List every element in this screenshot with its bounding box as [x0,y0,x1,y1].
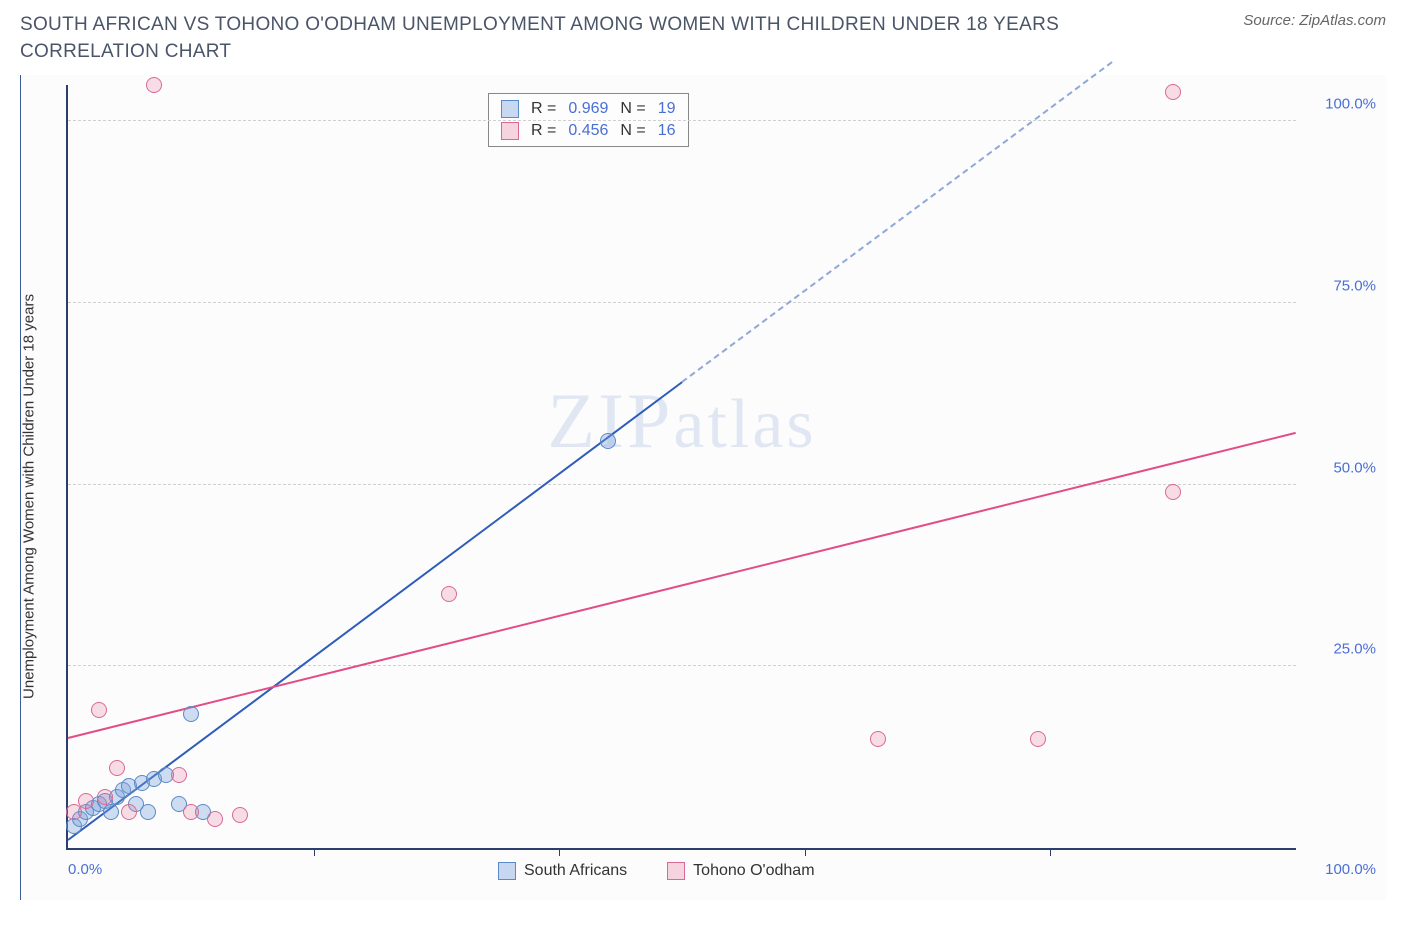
legend-swatch [498,862,516,880]
x-tick [559,848,560,856]
legend-label: South Africans [524,862,627,880]
stat-n-value: 16 [658,122,676,140]
stat-n-label: N = [620,100,645,118]
data-point [600,433,616,449]
y-tick-label: 25.0% [1333,641,1376,658]
stat-r-label: R = [531,122,556,140]
source-attribution: Source: ZipAtlas.com [1243,12,1386,29]
data-point [146,77,162,93]
x-tick-label: 0.0% [68,861,102,878]
x-tick [805,848,806,856]
data-point [232,807,248,823]
y-tick-label: 50.0% [1333,459,1376,476]
chart-title: SOUTH AFRICAN VS TOHONO O'ODHAM UNEMPLOY… [20,12,1120,65]
y-tick-label: 100.0% [1325,96,1376,113]
stat-r-label: R = [531,100,556,118]
data-point [441,586,457,602]
data-point [183,706,199,722]
trend-line [68,432,1296,739]
data-point [140,804,156,820]
data-point [1165,84,1181,100]
stats-row: R = 0.456 N = 16 [501,120,676,142]
x-tick [1050,848,1051,856]
x-tick [314,848,315,856]
stat-r-value: 0.456 [568,122,608,140]
chart-container: Unemployment Among Women with Children U… [20,75,1386,900]
data-point [109,760,125,776]
trend-line-dashed [681,61,1112,382]
legend-swatch [667,862,685,880]
legend-swatch [501,100,519,118]
stat-n-label: N = [620,122,645,140]
data-point [870,731,886,747]
gridline [68,302,1296,303]
data-point [1165,484,1181,500]
stat-r-value: 0.969 [568,100,608,118]
gridline [68,665,1296,666]
gridline [68,484,1296,485]
legend-item: Tohono O'odham [667,862,814,880]
y-axis-label: Unemployment Among Women with Children U… [21,294,38,699]
legend: South Africans Tohono O'odham [498,862,815,880]
data-point [171,767,187,783]
gridline [68,120,1296,121]
stat-n-value: 19 [658,100,676,118]
data-point [103,804,119,820]
legend-swatch [501,122,519,140]
data-point [183,804,199,820]
data-point [97,789,113,805]
stats-row: R = 0.969 N = 19 [501,98,676,120]
plot-area: ZIPatlas R =0.969N =19R =0.456N =16 Sout… [66,85,1296,850]
data-point [121,804,137,820]
legend-item: South Africans [498,862,627,880]
x-tick-label: 100.0% [1325,861,1376,878]
data-point [207,811,223,827]
y-tick-label: 75.0% [1333,278,1376,295]
legend-label: Tohono O'odham [693,862,814,880]
data-point [1030,731,1046,747]
data-point [91,702,107,718]
data-point [78,793,94,809]
